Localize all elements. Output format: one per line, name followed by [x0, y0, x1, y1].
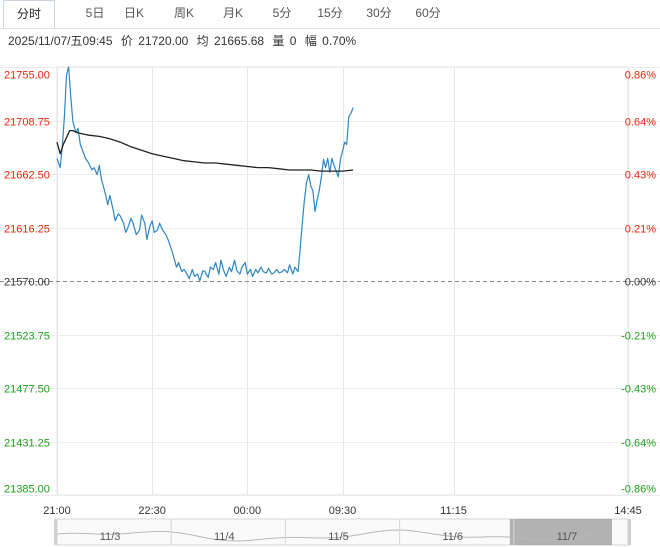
info-price-label: 价 — [120, 34, 133, 48]
y-tick-label: 21385.00 — [4, 484, 50, 496]
pct-tick-label: -0.64% — [621, 438, 656, 450]
y-tick-label: 21708.75 — [4, 117, 50, 129]
navigator-right-handle[interactable] — [628, 519, 631, 545]
info-price: 21720.00 — [138, 34, 189, 48]
period-tabs: 分时 5日 日K 周K 月K 5分 15分 30分 60分 — [0, 0, 660, 29]
navigator-date-label: 11/5 — [328, 531, 349, 543]
x-tick-label: 09:30 — [329, 505, 357, 517]
pct-tick-label: -0.86% — [621, 484, 656, 496]
y-tick-label: 21523.75 — [4, 331, 50, 343]
tab-2[interactable]: 日K — [123, 6, 144, 20]
navigator-date-label: 11/7 — [557, 531, 578, 543]
quote-info-bar: 2025/11/07/五09:45 价 21720.00 均 21665.68 … — [0, 30, 361, 52]
navigator-date-label: 11/4 — [214, 531, 235, 543]
pct-tick-label: 0.86% — [625, 70, 656, 82]
pct-tick-label: 0.00% — [625, 277, 656, 289]
y-tick-label: 21662.50 — [4, 170, 50, 182]
pct-tick-label: 0.21% — [625, 224, 656, 236]
pct-tick-label: -0.21% — [621, 331, 656, 343]
x-tick-label: 14:45 — [614, 505, 642, 517]
info-volume: 0 — [289, 34, 297, 48]
navigator-left-handle[interactable] — [54, 519, 57, 545]
info-avg-label: 均 — [196, 34, 209, 48]
y-tick-label: 21755.00 — [4, 70, 50, 82]
pct-tick-label: 0.43% — [625, 170, 656, 182]
pct-tick-label: -0.43% — [621, 384, 656, 396]
x-tick-label: 00:00 — [234, 505, 262, 517]
tab-3[interactable]: 周K — [173, 6, 194, 20]
tab-8[interactable]: 60分 — [415, 6, 441, 20]
x-tick-label: 22:30 — [138, 505, 166, 517]
info-change: 0.70% — [322, 34, 357, 48]
navigator-date-label: 11/6 — [442, 531, 463, 543]
tab-7[interactable]: 30分 — [366, 6, 392, 20]
tab-1[interactable]: 5日 — [85, 6, 105, 20]
tab-4[interactable]: 月K — [222, 6, 243, 20]
x-tick-label: 11:15 — [440, 505, 467, 517]
navigator-trend-line — [56, 528, 613, 542]
y-tick-label: 21477.50 — [4, 384, 50, 396]
avg-line — [56, 129, 354, 172]
info-datetime: 2025/11/07/五09:45 — [8, 34, 113, 48]
tab-6[interactable]: 15分 — [317, 6, 343, 20]
navigator-date-label: 11/3 — [100, 531, 121, 543]
y-tick-label: 21570.00 — [4, 277, 50, 289]
info-volume-label: 量 — [272, 34, 285, 48]
tab-0[interactable]: 分时 — [3, 0, 55, 28]
info-avg: 21665.68 — [214, 34, 265, 48]
price-line — [56, 66, 354, 282]
pct-tick-label: 0.64% — [625, 117, 656, 129]
info-change-label: 幅 — [304, 34, 317, 48]
y-tick-label: 21431.25 — [4, 438, 50, 450]
x-tick-label: 21:00 — [43, 505, 71, 517]
tab-5[interactable]: 5分 — [272, 6, 292, 20]
y-tick-label: 21616.25 — [4, 224, 50, 236]
